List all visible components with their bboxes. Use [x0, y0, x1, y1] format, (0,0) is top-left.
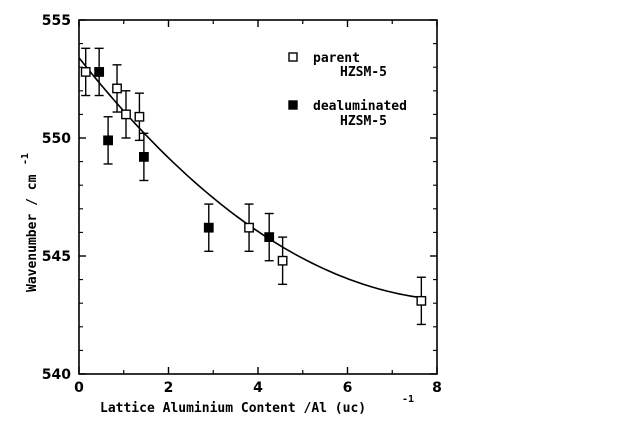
data-point-dealuminated [264, 212, 275, 262]
legend-label-dealuminated-line2: HZSM-5 [340, 114, 387, 129]
x-tick-label: 2 [164, 380, 174, 396]
y-tick-label: 545 [42, 249, 71, 265]
y-axis-label: Wavenumber / cm [25, 174, 40, 292]
point-marker [138, 151, 149, 162]
point-marker [112, 83, 122, 94]
point-marker [121, 109, 131, 120]
data-point-parent [80, 47, 91, 97]
point-marker [264, 232, 275, 243]
data-point-parent [277, 236, 288, 286]
legend-marker-parent [288, 52, 298, 62]
x-axis-title: Lattice Aluminium Content /Al (uc) -1 [100, 394, 414, 416]
point-marker [416, 295, 427, 306]
data-point-dealuminated [103, 116, 113, 165]
data-point-parent [112, 64, 122, 113]
data-point-parent [416, 276, 427, 326]
y-tick-label: 550 [42, 131, 71, 147]
x-tick-label: 6 [343, 380, 353, 396]
y-axis-title: Wavenumber / cm -1 [20, 153, 40, 292]
point-marker [203, 222, 214, 233]
data-point-parent [134, 92, 145, 142]
x-axis-label-superscript: -1 [402, 394, 414, 405]
point-marker [94, 67, 105, 77]
x-axis-label: Lattice Aluminium Content /Al (uc) [100, 401, 366, 416]
y-tick-label: 555 [42, 13, 71, 29]
legend-label-parent-line2: HZSM-5 [340, 65, 387, 80]
point-marker [134, 111, 145, 122]
legend-marker-dealuminated [288, 100, 298, 110]
y-tick-label: 540 [42, 367, 71, 383]
point-marker [244, 222, 254, 233]
data-point-dealuminated [94, 47, 105, 97]
legend: parent HZSM-5 dealuminated HZSM-5 [288, 51, 407, 129]
y-axis-label-superscript: -1 [20, 153, 31, 165]
point-marker [103, 135, 113, 146]
point-marker [80, 67, 91, 77]
x-tick-label: 8 [432, 380, 442, 396]
data-point-dealuminated [138, 132, 149, 182]
fit-curve [78, 57, 422, 299]
x-tick-label: 4 [253, 380, 263, 396]
legend-label-dealuminated: dealuminated [313, 99, 407, 114]
legend-label-parent: parent [313, 51, 360, 66]
point-marker [277, 255, 288, 266]
x-tick-label: 0 [74, 380, 84, 396]
data-point-dealuminated [203, 203, 214, 252]
tick-labels: 0 2 4 6 8 540 545 550 555 [42, 13, 442, 396]
axis-ticks [78, 19, 438, 375]
data-point-parent [121, 90, 131, 139]
data-marks [80, 47, 427, 326]
data-point-parent [244, 203, 254, 252]
